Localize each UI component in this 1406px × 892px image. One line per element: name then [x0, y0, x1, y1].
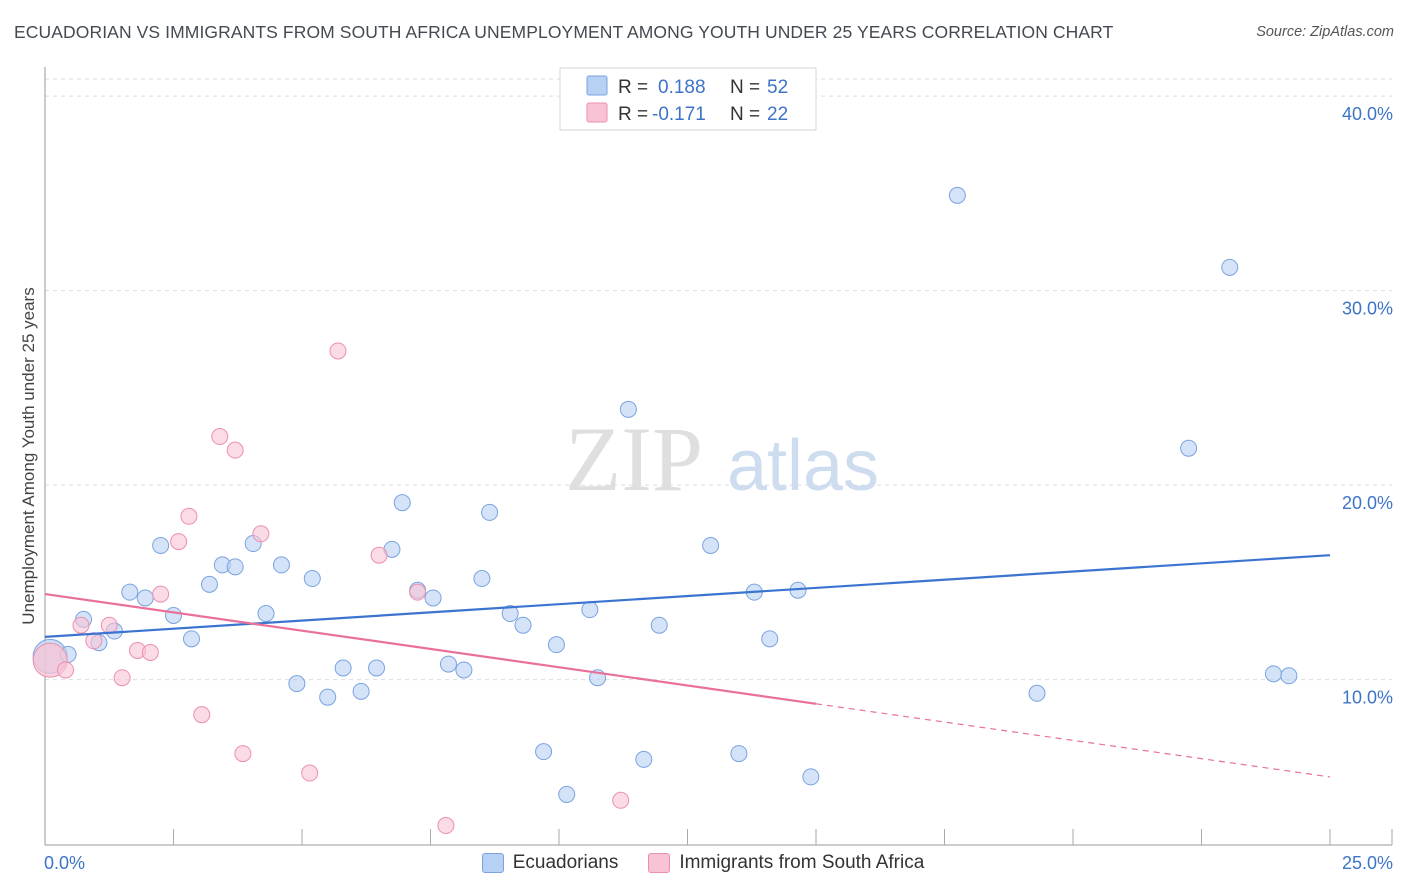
y-tick-label: 20.0% — [1342, 493, 1393, 513]
legend-swatch-pink — [586, 102, 608, 123]
point-south-africa[interactable] — [234, 745, 252, 763]
point-ecuadorian[interactable] — [136, 589, 154, 607]
data-points — [32, 186, 1298, 835]
point-ecuadorian[interactable] — [393, 494, 411, 512]
trendline-ecuadorians — [44, 554, 1331, 638]
point-south-africa[interactable] — [72, 616, 90, 634]
y-axis-label: Unemployment Among Youth under 25 years — [19, 287, 38, 624]
series-legend: Ecuadorians Immigrants from South Africa — [0, 852, 1406, 874]
point-ecuadorian[interactable] — [303, 570, 321, 588]
point-ecuadorian[interactable] — [288, 675, 306, 693]
point-south-africa[interactable] — [141, 643, 159, 661]
x-tick-label-max: 25.0% — [1342, 853, 1393, 873]
point-ecuadorian[interactable] — [1180, 439, 1198, 457]
legend-r-value-blue: 0.188 — [658, 77, 706, 98]
gridlines — [45, 78, 1392, 681]
legend-swatch-south-africa — [648, 853, 671, 873]
point-south-africa[interactable] — [100, 616, 118, 634]
legend-r-value-pink: -0.171 — [652, 104, 706, 125]
point-ecuadorian[interactable] — [226, 558, 244, 576]
point-ecuadorian[interactable] — [558, 785, 576, 803]
point-ecuadorian[interactable] — [501, 605, 519, 623]
point-south-africa[interactable] — [301, 764, 319, 782]
point-ecuadorian[interactable] — [802, 768, 820, 786]
point-south-africa[interactable] — [180, 507, 198, 525]
watermark-zip: ZIP — [565, 408, 703, 510]
point-ecuadorian[interactable] — [473, 570, 491, 588]
point-south-africa[interactable] — [437, 817, 455, 835]
point-ecuadorian[interactable] — [650, 616, 668, 634]
point-ecuadorian[interactable] — [424, 589, 442, 607]
point-south-africa[interactable] — [113, 669, 131, 687]
point-ecuadorian[interactable] — [535, 743, 553, 761]
point-ecuadorian[interactable] — [182, 630, 200, 648]
legend-label-ecuadorians: Ecuadorians — [512, 852, 619, 873]
axes — [44, 67, 1392, 846]
point-ecuadorian[interactable] — [761, 630, 779, 648]
point-ecuadorian[interactable] — [334, 659, 352, 677]
legend-r-label: R = — [618, 77, 648, 98]
point-ecuadorian[interactable] — [514, 616, 532, 634]
legend-n-label: N = — [730, 77, 760, 98]
point-ecuadorian[interactable] — [1221, 258, 1239, 276]
point-ecuadorian[interactable] — [455, 661, 473, 679]
point-ecuadorian[interactable] — [319, 688, 337, 706]
point-ecuadorian[interactable] — [547, 636, 565, 654]
source-credit: Source: ZipAtlas.com — [1256, 24, 1394, 40]
point-south-africa[interactable] — [252, 525, 270, 543]
legend-r-label-2: R = — [618, 104, 648, 125]
trendline-south-africa-extrapolated — [815, 703, 1331, 778]
y-tick-label: 30.0% — [1342, 299, 1393, 319]
trend-lines — [44, 554, 1331, 778]
watermark: ZIP atlas — [565, 408, 879, 510]
legend-n-value-pink: 22 — [767, 104, 788, 125]
point-ecuadorian[interactable] — [948, 186, 966, 204]
point-ecuadorian[interactable] — [730, 745, 748, 763]
x-tick-label-min: 0.0% — [44, 853, 85, 873]
point-south-africa[interactable] — [370, 546, 388, 564]
point-ecuadorian[interactable] — [152, 536, 170, 554]
point-ecuadorian[interactable] — [635, 750, 653, 768]
point-ecuadorian[interactable] — [165, 606, 182, 624]
point-ecuadorian[interactable] — [272, 556, 290, 574]
point-ecuadorian[interactable] — [1264, 665, 1282, 683]
point-south-africa[interactable] — [211, 428, 229, 446]
point-ecuadorian[interactable] — [702, 536, 720, 554]
legend-item-south-africa[interactable]: Immigrants from South Africa — [648, 852, 924, 874]
point-south-africa[interactable] — [612, 791, 630, 809]
point-south-africa[interactable] — [329, 342, 347, 360]
point-ecuadorian[interactable] — [200, 575, 218, 593]
point-south-africa[interactable] — [170, 533, 188, 551]
y-tick-labels: 10.0% 20.0% 30.0% 40.0% — [1342, 104, 1393, 708]
correlation-legend: R = 0.188 N = 52 R = -0.171 N = 22 — [559, 67, 817, 131]
point-ecuadorian[interactable] — [368, 659, 386, 677]
point-ecuadorian[interactable] — [1028, 684, 1046, 702]
y-tick-label: 10.0% — [1342, 688, 1393, 708]
point-ecuadorian[interactable] — [352, 682, 370, 700]
point-ecuadorian[interactable] — [439, 655, 457, 673]
point-ecuadorian[interactable] — [581, 601, 599, 619]
watermark-atlas: atlas — [727, 426, 879, 506]
point-ecuadorian[interactable] — [481, 503, 499, 521]
point-south-africa[interactable] — [57, 661, 75, 679]
trendline-south-africa — [44, 593, 817, 705]
point-ecuadorian[interactable] — [257, 605, 275, 623]
y-tick-label: 40.0% — [1342, 104, 1393, 124]
legend-item-ecuadorians[interactable]: Ecuadorians — [481, 852, 619, 874]
legend-n-value-blue: 52 — [767, 77, 788, 98]
legend-swatch-blue — [586, 75, 608, 96]
legend-n-label-2: N = — [730, 104, 760, 125]
legend-label-south-africa: Immigrants from South Africa — [679, 852, 925, 873]
chart-title: ECUADORIAN VS IMMIGRANTS FROM SOUTH AFRI… — [14, 22, 1114, 42]
point-south-africa[interactable] — [152, 585, 170, 603]
point-south-africa[interactable] — [409, 583, 427, 601]
x-axis-ticks — [173, 829, 1393, 845]
legend-swatch-ecuadorians — [481, 853, 504, 873]
point-ecuadorian[interactable] — [1280, 667, 1298, 685]
point-ecuadorian[interactable] — [121, 583, 139, 601]
point-south-africa[interactable] — [193, 706, 211, 724]
point-ecuadorian[interactable] — [619, 400, 637, 418]
point-south-africa[interactable] — [226, 441, 244, 459]
